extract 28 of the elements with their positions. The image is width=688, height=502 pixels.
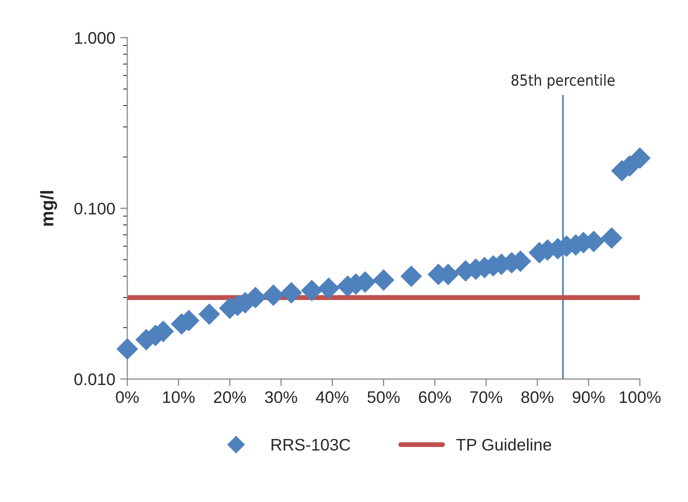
x-tick-label: 0%: [116, 391, 139, 404]
y-tick-label: 0.010: [74, 373, 115, 386]
point: [301, 280, 322, 302]
x-tick-label: 100%: [620, 391, 661, 404]
x-tick-label: 30%: [265, 391, 298, 404]
x-tick-label: 20%: [214, 391, 246, 404]
x-tick-label: 10%: [163, 391, 195, 404]
ref-line-label: 85th percentile: [512, 74, 615, 89]
x-tick-label: 80%: [521, 391, 554, 404]
x-tick-label: 50%: [368, 391, 400, 404]
point: [280, 282, 302, 304]
y-tick-label: 1.000: [75, 32, 115, 44]
point: [198, 303, 220, 325]
x-tick-label: 70%: [470, 391, 502, 404]
x-tick-label: 40%: [316, 391, 348, 404]
legend-label: TP Guideline: [456, 438, 552, 451]
x-tick-label: 60%: [418, 391, 451, 404]
point: [400, 266, 422, 287]
point: [116, 338, 138, 360]
y-tick-label: 0.100: [74, 202, 115, 215]
y-axis-title: mg/l: [40, 191, 58, 226]
point: [601, 227, 622, 249]
legend-label: RRS-103C: [272, 438, 350, 451]
point: [372, 269, 394, 291]
point: [262, 284, 284, 306]
point: [318, 278, 340, 299]
point: [629, 147, 650, 169]
x-tick-label: 90%: [572, 391, 605, 404]
